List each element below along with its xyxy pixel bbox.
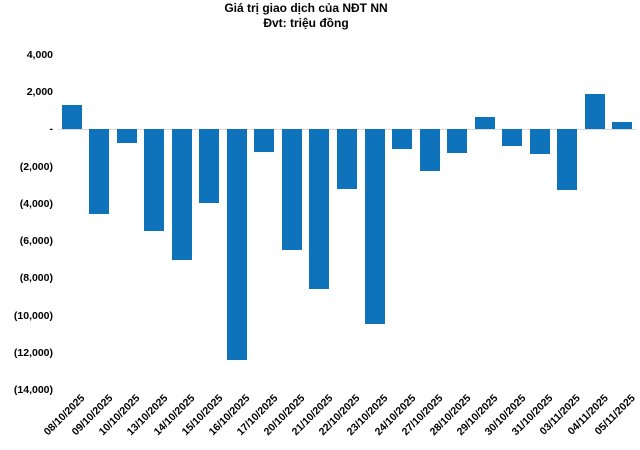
y-tick-label: (6,000): [19, 235, 53, 248]
chart-subtitle: Đvt: triệu đồng: [263, 16, 349, 30]
bar: [447, 129, 468, 153]
bar: [281, 129, 302, 251]
y-tick-label: (10,000): [13, 309, 53, 322]
y-tick-label: 4,000: [26, 49, 53, 61]
bar: [61, 105, 82, 130]
bar: [612, 122, 633, 130]
bar: [529, 129, 550, 155]
bar: [309, 129, 330, 289]
y-tick-label: (4,000): [19, 197, 53, 210]
y-tick-label: (14,000): [13, 384, 53, 396]
chart-title: Giá trị giao dịch của NĐT NN: [224, 1, 388, 15]
y-tick-label: (8,000): [19, 272, 53, 285]
bar: [364, 129, 385, 325]
bar: [337, 129, 357, 190]
bar: [171, 129, 192, 260]
bar: [419, 129, 440, 172]
bar: [584, 94, 605, 130]
bar: [392, 129, 413, 149]
bar: [474, 116, 495, 130]
y-tick-label: (2,000): [19, 160, 53, 173]
bar: [502, 129, 523, 146]
bar: [557, 129, 578, 190]
bar: [199, 129, 220, 203]
bar: [144, 129, 165, 231]
bar: [116, 129, 137, 144]
bar: [254, 129, 275, 153]
bar: [226, 129, 247, 361]
y-tick-label: -: [49, 123, 54, 136]
y-tick-label: 2,000: [26, 86, 53, 99]
bar: [89, 129, 110, 215]
y-tick-label: (12,000): [13, 346, 53, 359]
